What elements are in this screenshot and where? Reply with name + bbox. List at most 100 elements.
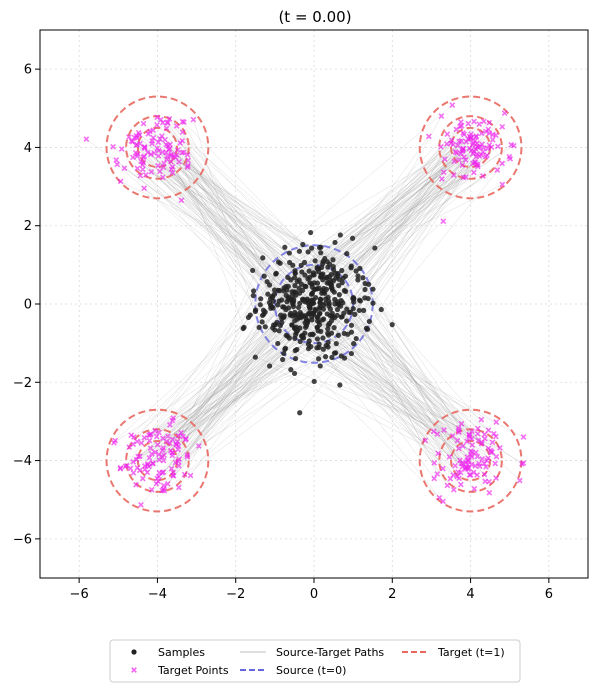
target-point	[159, 149, 166, 155]
target-point	[474, 143, 481, 150]
target-point	[486, 119, 493, 126]
source-target-path	[352, 163, 503, 239]
target-point	[146, 454, 153, 461]
target-point	[472, 463, 479, 469]
target-point	[176, 484, 182, 491]
source-target-path	[284, 104, 453, 248]
source-target-path	[309, 307, 496, 464]
sample-point	[389, 322, 395, 328]
sample-point	[328, 318, 335, 324]
source-target-path	[150, 284, 270, 435]
target-point	[185, 157, 191, 164]
source-target-path	[282, 316, 472, 439]
sample-point	[261, 273, 267, 279]
sample-point	[285, 333, 291, 339]
target-point	[456, 427, 462, 433]
source-target-path	[359, 129, 457, 301]
sample-point	[308, 291, 315, 297]
sample-point	[361, 307, 367, 313]
target-point	[471, 485, 478, 492]
target-circle	[105, 408, 210, 513]
target-point	[157, 116, 164, 123]
source-target-path	[286, 295, 490, 493]
sample-point	[372, 245, 378, 251]
x-tick-label: −4	[148, 587, 167, 602]
sample-point	[268, 305, 274, 311]
sample-point	[281, 350, 287, 357]
sample-point	[311, 280, 317, 286]
target-point	[176, 159, 182, 165]
target-point	[153, 433, 160, 440]
source-target-path	[332, 141, 467, 291]
sample-point	[299, 269, 305, 275]
target-point	[462, 157, 469, 163]
target-point	[155, 139, 162, 146]
target-point	[449, 433, 456, 439]
sample-point	[324, 311, 330, 317]
sample-point	[305, 346, 312, 352]
sample-point	[352, 311, 358, 317]
target-point	[450, 172, 457, 178]
target-point	[467, 472, 474, 478]
target-point	[453, 149, 460, 156]
source-target-path	[346, 121, 475, 310]
target-point	[112, 437, 119, 444]
target-point	[160, 482, 167, 489]
target-point	[487, 447, 494, 454]
target-point	[472, 138, 478, 144]
sample-point	[310, 272, 316, 278]
target-point	[483, 464, 489, 470]
sample-point	[309, 310, 315, 316]
target-point	[490, 131, 496, 138]
source-target-path	[364, 283, 461, 473]
source-target-path	[306, 320, 468, 442]
target-point	[458, 420, 465, 427]
samples	[240, 229, 395, 416]
target-point	[441, 156, 448, 163]
source-target-path	[274, 329, 468, 458]
target-point	[480, 118, 487, 125]
target-point	[160, 445, 167, 451]
source-target-path	[168, 149, 344, 279]
sample-point	[291, 370, 298, 377]
source-target-path	[120, 359, 283, 469]
source-target-path	[353, 308, 485, 464]
x-tick-label: 4	[466, 587, 474, 602]
sample-point	[323, 286, 330, 292]
target-point	[485, 427, 492, 434]
sample-point	[344, 306, 350, 312]
target-point	[117, 178, 124, 185]
target-point	[165, 142, 171, 149]
source-target-path	[253, 123, 480, 296]
sample-point	[286, 250, 292, 256]
sample-point	[267, 363, 273, 369]
sample-point	[334, 306, 341, 313]
source-target-path	[133, 341, 301, 445]
source-target-path	[163, 306, 294, 456]
target-point	[150, 127, 156, 134]
target-point	[458, 122, 465, 129]
source-target-path	[159, 138, 328, 330]
target-point	[449, 102, 456, 108]
source-target-path	[157, 330, 319, 479]
source-target-path	[331, 155, 480, 289]
target-point	[440, 169, 447, 176]
sample-point	[362, 286, 368, 293]
target-point	[177, 140, 184, 146]
sample-point	[370, 286, 376, 292]
target-point	[485, 126, 492, 133]
target-point	[493, 475, 499, 481]
sample-point	[307, 280, 313, 286]
target-point	[455, 142, 461, 149]
target-point	[117, 464, 124, 471]
target-point	[139, 166, 146, 173]
sample-point	[273, 321, 279, 328]
source-target-path	[147, 334, 296, 466]
target-point	[443, 141, 450, 147]
target-point	[507, 155, 514, 162]
target-point	[134, 438, 141, 445]
legend-item: Source (t=0)	[240, 664, 346, 677]
sample-point	[283, 283, 289, 290]
target-point	[134, 141, 140, 148]
source-target-path	[158, 155, 288, 291]
